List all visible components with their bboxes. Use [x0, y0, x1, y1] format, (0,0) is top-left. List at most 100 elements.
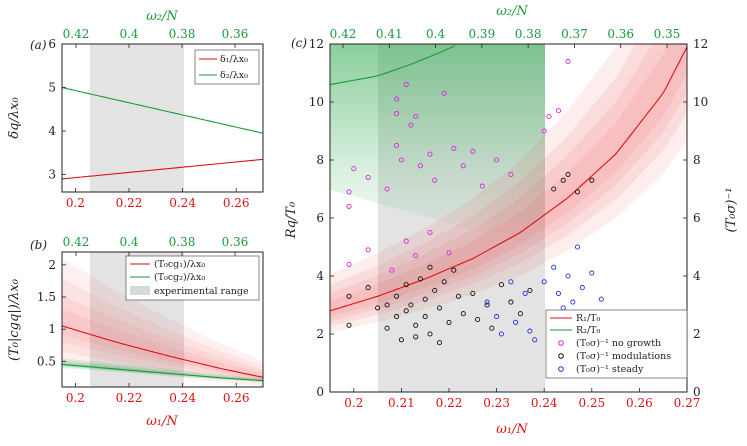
panel-b: 0.2 0.22 0.24 0.26 0.5 1 1.5 2 0.42 0.4 0.38 0.36 (… [7, 235, 264, 429]
legend-a-item-2: δ₂/λx₀ [220, 70, 248, 81]
scatter-point-modulations [346, 322, 352, 328]
axes-frame-b [61, 251, 264, 388]
y-tick-label: 3 [48, 168, 56, 182]
scatter-point-no-growth [346, 261, 352, 267]
scatter-point-modulations [446, 319, 452, 325]
scatter-point-steady [513, 319, 519, 325]
scatter-point-modulations [475, 316, 481, 323]
uncertainty-band-b-2 [62, 360, 263, 382]
y-tick-label: 4 [316, 269, 324, 283]
top-tick-label: 0.39 [468, 27, 495, 41]
top-tick-label: 0.36 [222, 235, 249, 249]
x-tick-label: 0.23 [483, 396, 510, 410]
right-y-tick-label: 4 [693, 269, 701, 283]
right-y-axis-label-c: (T₀σ)⁻¹ [724, 188, 739, 233]
panel-c: 0.2 0.21 0.22 0.23 0.24 0.25 0.26 0.270 02 24 46 68… [284, 4, 739, 437]
y-axis-label-a: δq/λx₀ [7, 97, 22, 139]
scatter-point-modulations [394, 293, 400, 299]
scatter-point-no-growth [408, 122, 414, 128]
scatter-point-modulations [394, 314, 400, 320]
scatter-point-no-growth [546, 113, 552, 120]
scatter-point-no-growth [479, 183, 485, 189]
legend-c-item-2: R₂/T₀ [576, 325, 600, 336]
scatter-point-modulations [527, 287, 533, 294]
scatter-point-no-growth [427, 229, 433, 236]
legend-a: δ₁/λx₀ δ₂/λx₀ [194, 49, 260, 85]
scatter-point-modulations [574, 189, 581, 195]
y-tick-label: 4 [48, 124, 56, 138]
right-y-tick-label: 0 [693, 385, 701, 399]
uncertainty-band-b-1 [62, 258, 263, 387]
scatter-point-no-growth [346, 203, 352, 209]
legend-b-item-3: experimental range [154, 286, 249, 297]
legend-b-item-1: (T₀cg₁)/λx₀ [154, 259, 205, 270]
scatter-point-steady [565, 273, 571, 279]
x-tick-label: 0.26 [223, 391, 250, 405]
scatter-point-no-growth [432, 177, 438, 183]
top-tick-label: 0.42 [63, 27, 90, 41]
scatter-point-modulations [422, 296, 428, 302]
scatter-point-no-growth [541, 128, 547, 134]
scatter-point-no-growth [451, 145, 457, 151]
legend-b-item-2: (T₀cg₂)/λx₀ [154, 272, 205, 283]
top-axis-label-c: ω₂/N [496, 4, 528, 19]
scatter-point-modulations [489, 325, 495, 331]
x-tick-label: 0.25 [578, 396, 605, 410]
scatter-point-modulations [384, 302, 390, 308]
top-tick-label: 0.36 [607, 27, 634, 41]
x-tick-label: 0.26 [223, 196, 250, 210]
scatter-point-no-growth [389, 267, 395, 273]
uncertainty-band-b-1 [62, 295, 263, 382]
y-tick-label: 1.5 [37, 290, 56, 304]
scatter-point-no-growth [394, 96, 400, 102]
axes-frame-a [61, 43, 264, 193]
series-line-c-2 [330, 45, 456, 86]
scatter-point-steady [508, 279, 514, 285]
scatter-point-no-growth [555, 108, 562, 114]
scatter-point-modulations [451, 267, 457, 273]
scatter-point-no-growth [417, 163, 423, 169]
series-line-a-2 [62, 86, 263, 134]
scatter-point-no-growth [460, 163, 466, 169]
y-tick-label: 0 [316, 385, 324, 399]
scatter-point-steady [494, 314, 500, 320]
x-axis-label-b: ω₁/N [146, 414, 178, 429]
top-tick-label: 0.4 [119, 27, 138, 41]
y-tick-label: 6 [48, 37, 56, 51]
scatter-point-modulations [441, 279, 447, 285]
right-y-tick-label: 10 [693, 95, 708, 109]
scatter-point-modulations [455, 293, 462, 299]
scatter-point-modulations [436, 305, 443, 311]
top-tick-label: 0.36 [222, 27, 249, 41]
x-tick-label: 0.22 [116, 391, 143, 405]
scatter-point-modulations [417, 276, 423, 282]
scatter-point-no-growth [403, 82, 409, 88]
legend-c-item-3: (T₀σ)⁻¹ no growth [576, 338, 661, 349]
scatter-point-no-growth [394, 142, 400, 149]
y-tick-label: 5 [48, 81, 56, 95]
scatter-point-steady [522, 290, 528, 296]
panel-label-c: (c) [291, 36, 307, 50]
r1-uncertainty-band [330, 44, 687, 322]
experimental-range-shade-a [90, 44, 184, 192]
scatter-point-no-growth [365, 247, 371, 253]
x-tick-label: 0.21 [388, 396, 415, 410]
scatter-point-modulations [375, 305, 381, 311]
scatter-point-steady [579, 285, 585, 291]
scatter-point-modulations [413, 322, 419, 328]
right-y-tick-label: 2 [693, 327, 701, 341]
scatter-point-no-growth [394, 111, 400, 117]
scatter-point-steady [574, 244, 581, 250]
scatter-point-modulations [589, 177, 595, 183]
scatter-point-modulations [484, 302, 490, 308]
scatter-point-no-growth [403, 238, 409, 244]
scatter-point-no-growth [508, 171, 514, 178]
uncertainty-band-b-2 [62, 358, 263, 383]
y-tick-label: 0.5 [37, 354, 56, 368]
uncertainty-band-b-2 [62, 361, 263, 382]
scatter-point-modulations [551, 186, 557, 192]
scatter-point-modulations [508, 299, 514, 305]
scatter-point-no-growth [365, 174, 371, 180]
top-tick-label: 0.41 [376, 27, 403, 41]
r1-uncertainty-band [330, 44, 687, 318]
